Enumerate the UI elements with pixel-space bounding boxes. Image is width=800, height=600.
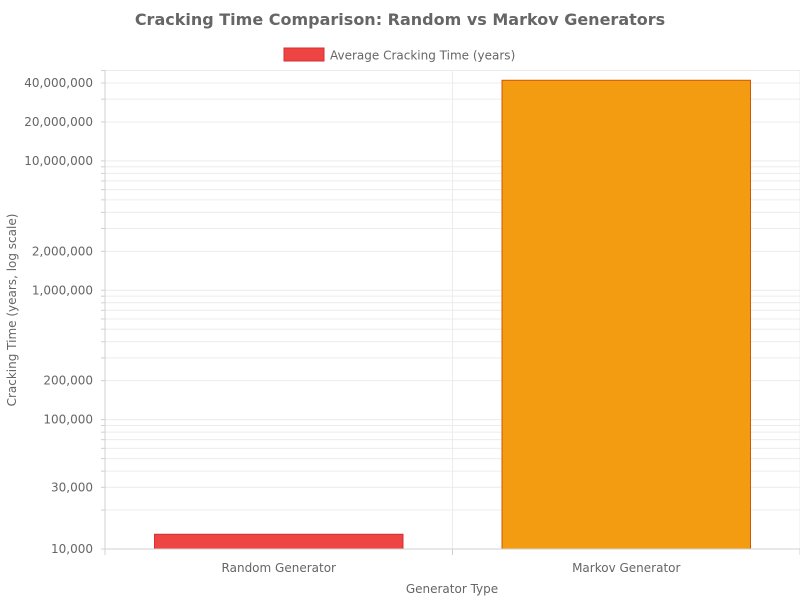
- y-axis-title: Cracking Time (years, log scale): [5, 214, 19, 407]
- axes: [101, 69, 800, 555]
- bar-markov-generator[interactable]: [501, 79, 751, 550]
- legend-swatch: [283, 47, 325, 62]
- y-tick-label: 200,000: [43, 374, 93, 388]
- legend[interactable]: Average Cracking Time (years): [283, 47, 515, 63]
- y-tick-label: 10,000: [51, 542, 93, 556]
- bar-random-generator[interactable]: [154, 533, 404, 550]
- y-tick-label: 20,000,000: [24, 115, 93, 129]
- y-tick-labels: 10,000 30,000 100,000 200,000 1,000,000 2,000…: [24, 76, 93, 556]
- y-tick-label: 10,000,000: [24, 154, 93, 168]
- x-tick-label: Markov Generator: [572, 561, 680, 575]
- x-tick-label: Random Generator: [222, 561, 337, 575]
- y-tick-label: 30,000: [51, 480, 93, 494]
- y-tick-label: 2,000,000: [32, 244, 93, 258]
- legend-label: Average Cracking Time (years): [330, 49, 515, 63]
- bars: [154, 79, 751, 550]
- y-tick-label: 1,000,000: [32, 283, 93, 297]
- x-axis-title: Generator Type: [406, 582, 498, 596]
- x-tick-labels: Random Generator Markov Generator: [222, 561, 681, 575]
- chart-title: Cracking Time Comparison: Random vs Mark…: [135, 10, 665, 29]
- y-tick-label: 100,000: [43, 413, 93, 427]
- y-tick-label: 40,000,000: [24, 76, 93, 90]
